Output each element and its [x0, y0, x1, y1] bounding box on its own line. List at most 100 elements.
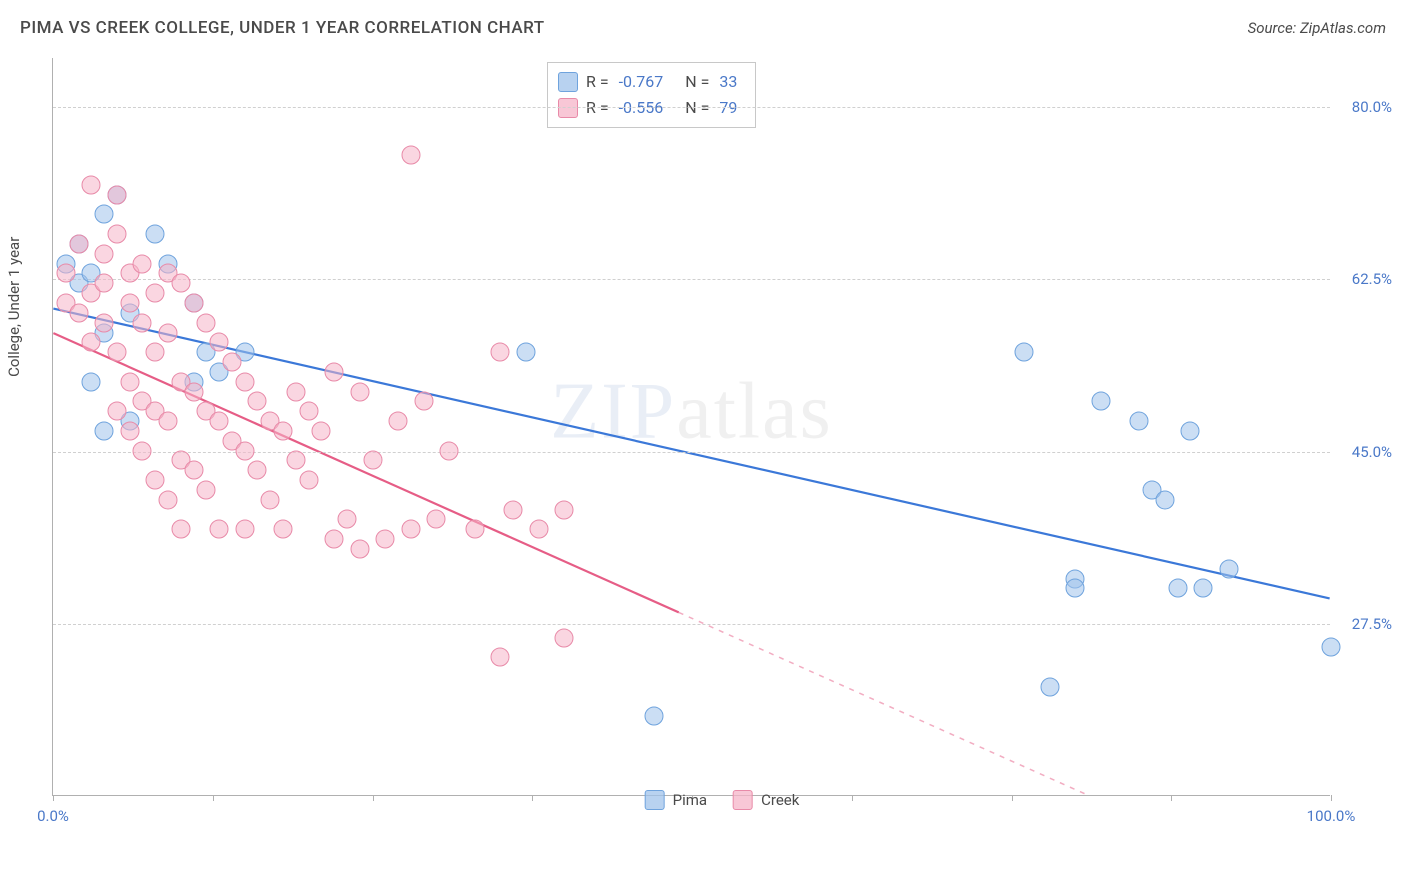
data-point	[516, 343, 535, 362]
data-point	[1181, 421, 1200, 440]
data-point	[491, 343, 510, 362]
chart-container: College, Under 1 year ZIPatlas R =-0.767…	[52, 58, 1392, 818]
legend-swatch	[733, 790, 753, 810]
plot-area: ZIPatlas R =-0.767N =33R =-0.556N =79 27…	[52, 58, 1330, 796]
data-point	[440, 441, 459, 460]
x-tick	[1012, 795, 1013, 801]
legend-label: Pima	[673, 791, 707, 809]
x-tick-label: 0.0%	[37, 807, 69, 825]
data-point	[235, 520, 254, 539]
legend-swatch	[558, 72, 578, 92]
data-point	[82, 372, 101, 391]
bottom-legend: Pima Creek	[645, 790, 800, 810]
data-point	[261, 490, 280, 509]
data-point	[171, 520, 190, 539]
watermark-bold: ZIP	[550, 367, 676, 455]
data-point	[401, 146, 420, 165]
legend-stat-row: R =-0.767N =33	[558, 69, 737, 95]
data-point	[197, 480, 216, 499]
watermark-light: atlas	[676, 367, 833, 455]
x-tick	[852, 795, 853, 801]
x-tick-label: 100.0%	[1307, 807, 1356, 825]
y-tick-label: 45.0%	[1352, 443, 1392, 461]
y-tick-label: 27.5%	[1352, 615, 1392, 633]
data-point	[1322, 638, 1341, 657]
data-point	[95, 313, 114, 332]
x-tick	[532, 795, 533, 801]
data-point	[120, 294, 139, 313]
r-value: -0.767	[619, 69, 664, 95]
data-point	[1015, 343, 1034, 362]
data-point	[184, 461, 203, 480]
source-label: Source: ZipAtlas.com	[1248, 19, 1386, 37]
data-point	[312, 421, 331, 440]
x-tick	[1171, 795, 1172, 801]
data-point	[159, 323, 178, 342]
data-point	[107, 343, 126, 362]
data-point	[222, 353, 241, 372]
data-point	[69, 234, 88, 253]
n-value: 33	[719, 69, 737, 95]
data-point	[414, 392, 433, 411]
x-tick	[213, 795, 214, 801]
legend-item: Creek	[733, 790, 799, 810]
data-point	[286, 451, 305, 470]
data-point	[69, 303, 88, 322]
data-point	[555, 500, 574, 519]
data-point	[95, 274, 114, 293]
data-point	[210, 333, 229, 352]
data-point	[274, 520, 293, 539]
data-point	[465, 520, 484, 539]
data-point	[146, 284, 165, 303]
data-point	[197, 313, 216, 332]
data-point	[1155, 490, 1174, 509]
x-tick	[1331, 795, 1332, 801]
data-point	[95, 244, 114, 263]
data-point	[56, 264, 75, 283]
gridline	[53, 279, 1330, 280]
r-label: R =	[586, 69, 609, 95]
data-point	[1066, 579, 1085, 598]
data-point	[171, 274, 190, 293]
data-point	[133, 254, 152, 273]
data-point	[274, 421, 293, 440]
legend-item: Pima	[645, 790, 707, 810]
data-point	[248, 461, 267, 480]
data-point	[146, 225, 165, 244]
data-point	[107, 225, 126, 244]
data-point	[235, 441, 254, 460]
data-point	[325, 362, 344, 381]
gridline	[53, 624, 1330, 625]
data-point	[184, 382, 203, 401]
data-point	[184, 294, 203, 313]
data-point	[504, 500, 523, 519]
data-point	[555, 628, 574, 647]
data-point	[325, 530, 344, 549]
y-tick-label: 80.0%	[1352, 98, 1392, 116]
data-point	[1040, 677, 1059, 696]
data-point	[389, 412, 408, 431]
chart-title: PIMA VS CREEK COLLEGE, UNDER 1 YEAR CORR…	[20, 18, 545, 38]
data-point	[133, 313, 152, 332]
data-point	[363, 451, 382, 470]
x-tick	[53, 795, 54, 801]
data-point	[95, 421, 114, 440]
watermark: ZIPatlas	[550, 366, 833, 457]
data-point	[337, 510, 356, 529]
data-point	[529, 520, 548, 539]
legend-label: Creek	[761, 791, 799, 809]
data-point	[376, 530, 395, 549]
data-point	[299, 402, 318, 421]
data-point	[133, 441, 152, 460]
x-tick	[373, 795, 374, 801]
data-point	[107, 185, 126, 204]
data-point	[1091, 392, 1110, 411]
data-point	[248, 392, 267, 411]
data-point	[1168, 579, 1187, 598]
data-point	[210, 520, 229, 539]
data-point	[1130, 412, 1149, 431]
data-point	[1219, 559, 1238, 578]
data-point	[146, 471, 165, 490]
data-point	[427, 510, 446, 529]
legend-stats-box: R =-0.767N =33R =-0.556N =79	[547, 62, 756, 128]
